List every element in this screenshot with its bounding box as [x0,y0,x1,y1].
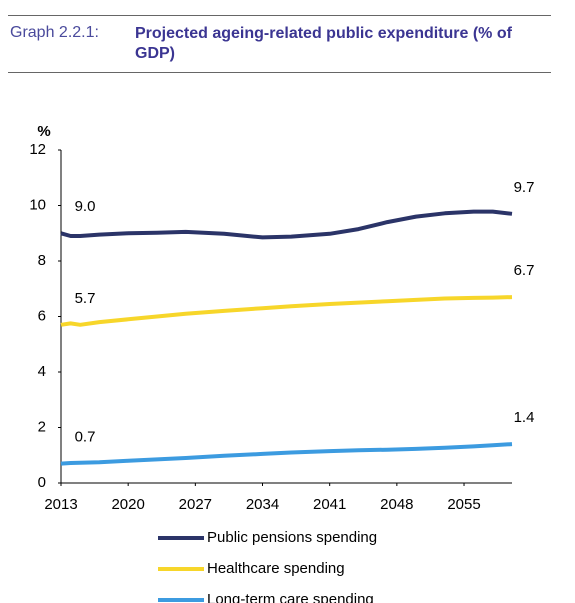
y-tick-label: 10 [29,196,46,213]
y-tick-label: 0 [38,474,46,491]
x-tick-label: 2041 [313,496,346,513]
x-tick-label: 2034 [246,496,279,513]
series-line [60,295,513,327]
series-line [60,209,513,240]
y-tick-label: 8 [38,252,46,269]
x-tick-label: 2048 [380,496,413,513]
y-unit: % [37,123,50,140]
rule [8,15,551,16]
series-line [60,442,513,466]
legend-label: Healthcare spending [207,560,345,577]
x-tick-label: 2013 [44,496,77,513]
y-tick-label: 2 [38,418,46,435]
y-tick-label: 12 [29,141,46,158]
data-label: 0.7 [75,429,96,446]
legend-label: Long-term care spending [207,591,374,603]
data-label: 5.7 [75,290,96,307]
legend-label: Public pensions spending [207,529,377,546]
data-label: 1.4 [514,409,535,426]
rule [8,72,551,73]
y-tick-label: 4 [38,363,46,380]
data-label: 9.0 [75,198,96,215]
graph-label: Graph 2.2.1: [10,24,99,41]
data-label: 6.7 [514,262,535,279]
data-label: 9.7 [514,179,535,196]
graph-title: Projected ageing-related public expendit… [135,25,512,62]
header: Graph 2.2.1: Projected ageing-related pu… [0,0,575,74]
x-tick-label: 2020 [111,496,144,513]
x-tick-label: 2055 [447,496,480,513]
y-tick-label: 6 [38,307,46,324]
x-tick-label: 2027 [179,496,212,513]
